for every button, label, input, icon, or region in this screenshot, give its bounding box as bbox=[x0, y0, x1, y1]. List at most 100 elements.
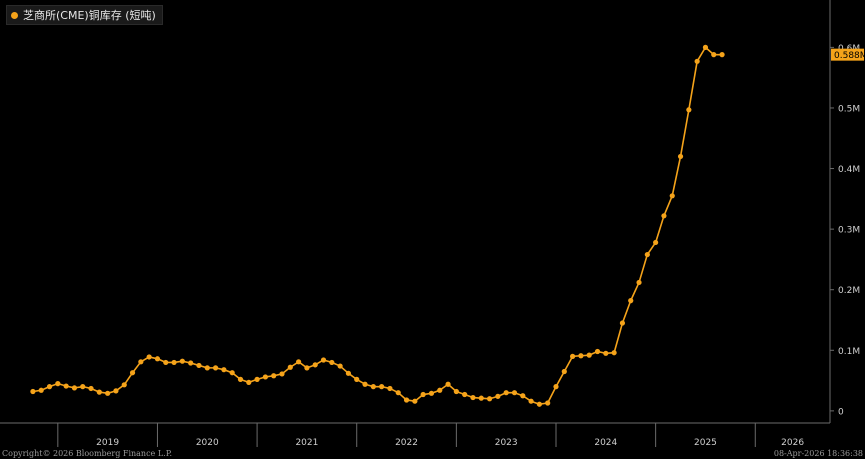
x-tick-label: 2021 bbox=[295, 438, 318, 448]
data-point bbox=[412, 398, 418, 404]
last-value-label: 0.588M bbox=[834, 51, 865, 61]
x-tick-label: 2019 bbox=[96, 438, 119, 448]
data-point bbox=[578, 353, 584, 359]
x-tick-label: 2024 bbox=[594, 438, 617, 448]
data-point bbox=[196, 362, 202, 369]
data-point bbox=[55, 381, 61, 387]
data-point bbox=[337, 363, 343, 369]
data-point bbox=[163, 359, 169, 366]
y-tick-label: 0.5M bbox=[838, 104, 860, 114]
data-point bbox=[711, 52, 717, 58]
data-point bbox=[121, 382, 127, 388]
data-point bbox=[628, 298, 634, 304]
data-point bbox=[354, 376, 360, 382]
y-tick-label: 0.2M bbox=[838, 286, 860, 296]
series-group bbox=[30, 44, 725, 407]
last-value-marker: 0.588M bbox=[831, 48, 865, 61]
data-point bbox=[478, 395, 484, 401]
data-point bbox=[370, 384, 376, 390]
data-point bbox=[329, 359, 335, 366]
data-point bbox=[586, 352, 592, 358]
y-tick-label: 0.1M bbox=[838, 347, 860, 357]
data-point bbox=[362, 381, 368, 387]
data-point bbox=[520, 393, 526, 399]
legend: 芝商所(CME)铜库存 (短吨) bbox=[6, 5, 163, 25]
data-point bbox=[80, 384, 86, 390]
data-point bbox=[30, 388, 36, 395]
data-point bbox=[262, 374, 268, 380]
data-point bbox=[536, 401, 542, 407]
data-point bbox=[379, 384, 385, 390]
data-point bbox=[669, 193, 675, 199]
data-point bbox=[395, 390, 401, 396]
data-point bbox=[702, 44, 709, 50]
data-point bbox=[719, 52, 725, 58]
data-point bbox=[129, 370, 136, 376]
data-point bbox=[437, 387, 443, 393]
data-point bbox=[462, 391, 468, 398]
data-point bbox=[71, 385, 78, 391]
data-point bbox=[188, 360, 194, 366]
data-point bbox=[486, 396, 493, 402]
data-point bbox=[146, 354, 152, 360]
timestamp-text: 08-Apr-2026 18:36:38 bbox=[773, 449, 863, 458]
data-point bbox=[320, 357, 327, 363]
copyright-text: Copyright© 2026 Bloomberg Finance L.P. bbox=[2, 449, 172, 458]
data-point bbox=[304, 365, 310, 371]
data-point bbox=[528, 398, 534, 404]
data-point bbox=[644, 251, 650, 258]
data-point bbox=[545, 400, 551, 406]
data-point bbox=[179, 358, 185, 364]
data-point bbox=[154, 356, 161, 362]
data-point bbox=[603, 350, 609, 356]
x-tick-label: 2026 bbox=[781, 438, 804, 448]
x-tick-label: 2020 bbox=[196, 438, 219, 448]
data-point bbox=[511, 390, 518, 396]
data-point bbox=[686, 107, 692, 113]
y-tick-label: 0.3M bbox=[838, 226, 860, 236]
data-point bbox=[229, 370, 235, 376]
data-point bbox=[503, 390, 509, 396]
data-point bbox=[653, 239, 659, 246]
data-point bbox=[296, 359, 302, 365]
axes: 00.1M0.2M0.3M0.4M0.5M0.6M201920202021202… bbox=[0, 0, 860, 448]
last-value-box bbox=[831, 48, 864, 61]
data-point bbox=[677, 153, 684, 160]
data-point bbox=[661, 213, 667, 219]
y-tick-label: 0 bbox=[838, 407, 844, 417]
legend-label: 芝商所(CME)铜库存 (短吨) bbox=[23, 9, 156, 22]
data-point bbox=[138, 359, 144, 365]
x-tick-label: 2025 bbox=[694, 438, 717, 448]
data-point bbox=[271, 373, 277, 379]
data-point bbox=[619, 320, 626, 326]
data-point bbox=[221, 367, 227, 373]
data-point bbox=[63, 383, 69, 389]
y-tick-label: 0.4M bbox=[838, 165, 860, 175]
x-tick-label: 2022 bbox=[395, 438, 418, 448]
x-tick-label: 2023 bbox=[495, 438, 518, 448]
data-point bbox=[96, 389, 102, 395]
data-point bbox=[88, 385, 94, 392]
data-point bbox=[345, 370, 352, 376]
series-line bbox=[32, 46, 723, 406]
data-point bbox=[212, 365, 219, 371]
data-point bbox=[445, 381, 451, 387]
data-point bbox=[694, 58, 700, 64]
data-point bbox=[495, 393, 501, 399]
data-point bbox=[387, 385, 393, 392]
data-point bbox=[611, 350, 617, 356]
data-point bbox=[237, 376, 244, 382]
data-point bbox=[312, 362, 318, 368]
data-point bbox=[420, 391, 426, 398]
data-point bbox=[105, 390, 111, 396]
data-point bbox=[279, 371, 285, 377]
data-point bbox=[204, 365, 210, 371]
data-point bbox=[46, 384, 53, 390]
data-point bbox=[113, 388, 119, 394]
legend-dot-icon bbox=[11, 11, 18, 19]
data-point bbox=[470, 394, 476, 401]
data-point bbox=[594, 348, 601, 355]
data-point bbox=[254, 376, 260, 382]
data-point bbox=[453, 388, 459, 395]
data-point bbox=[171, 359, 177, 366]
